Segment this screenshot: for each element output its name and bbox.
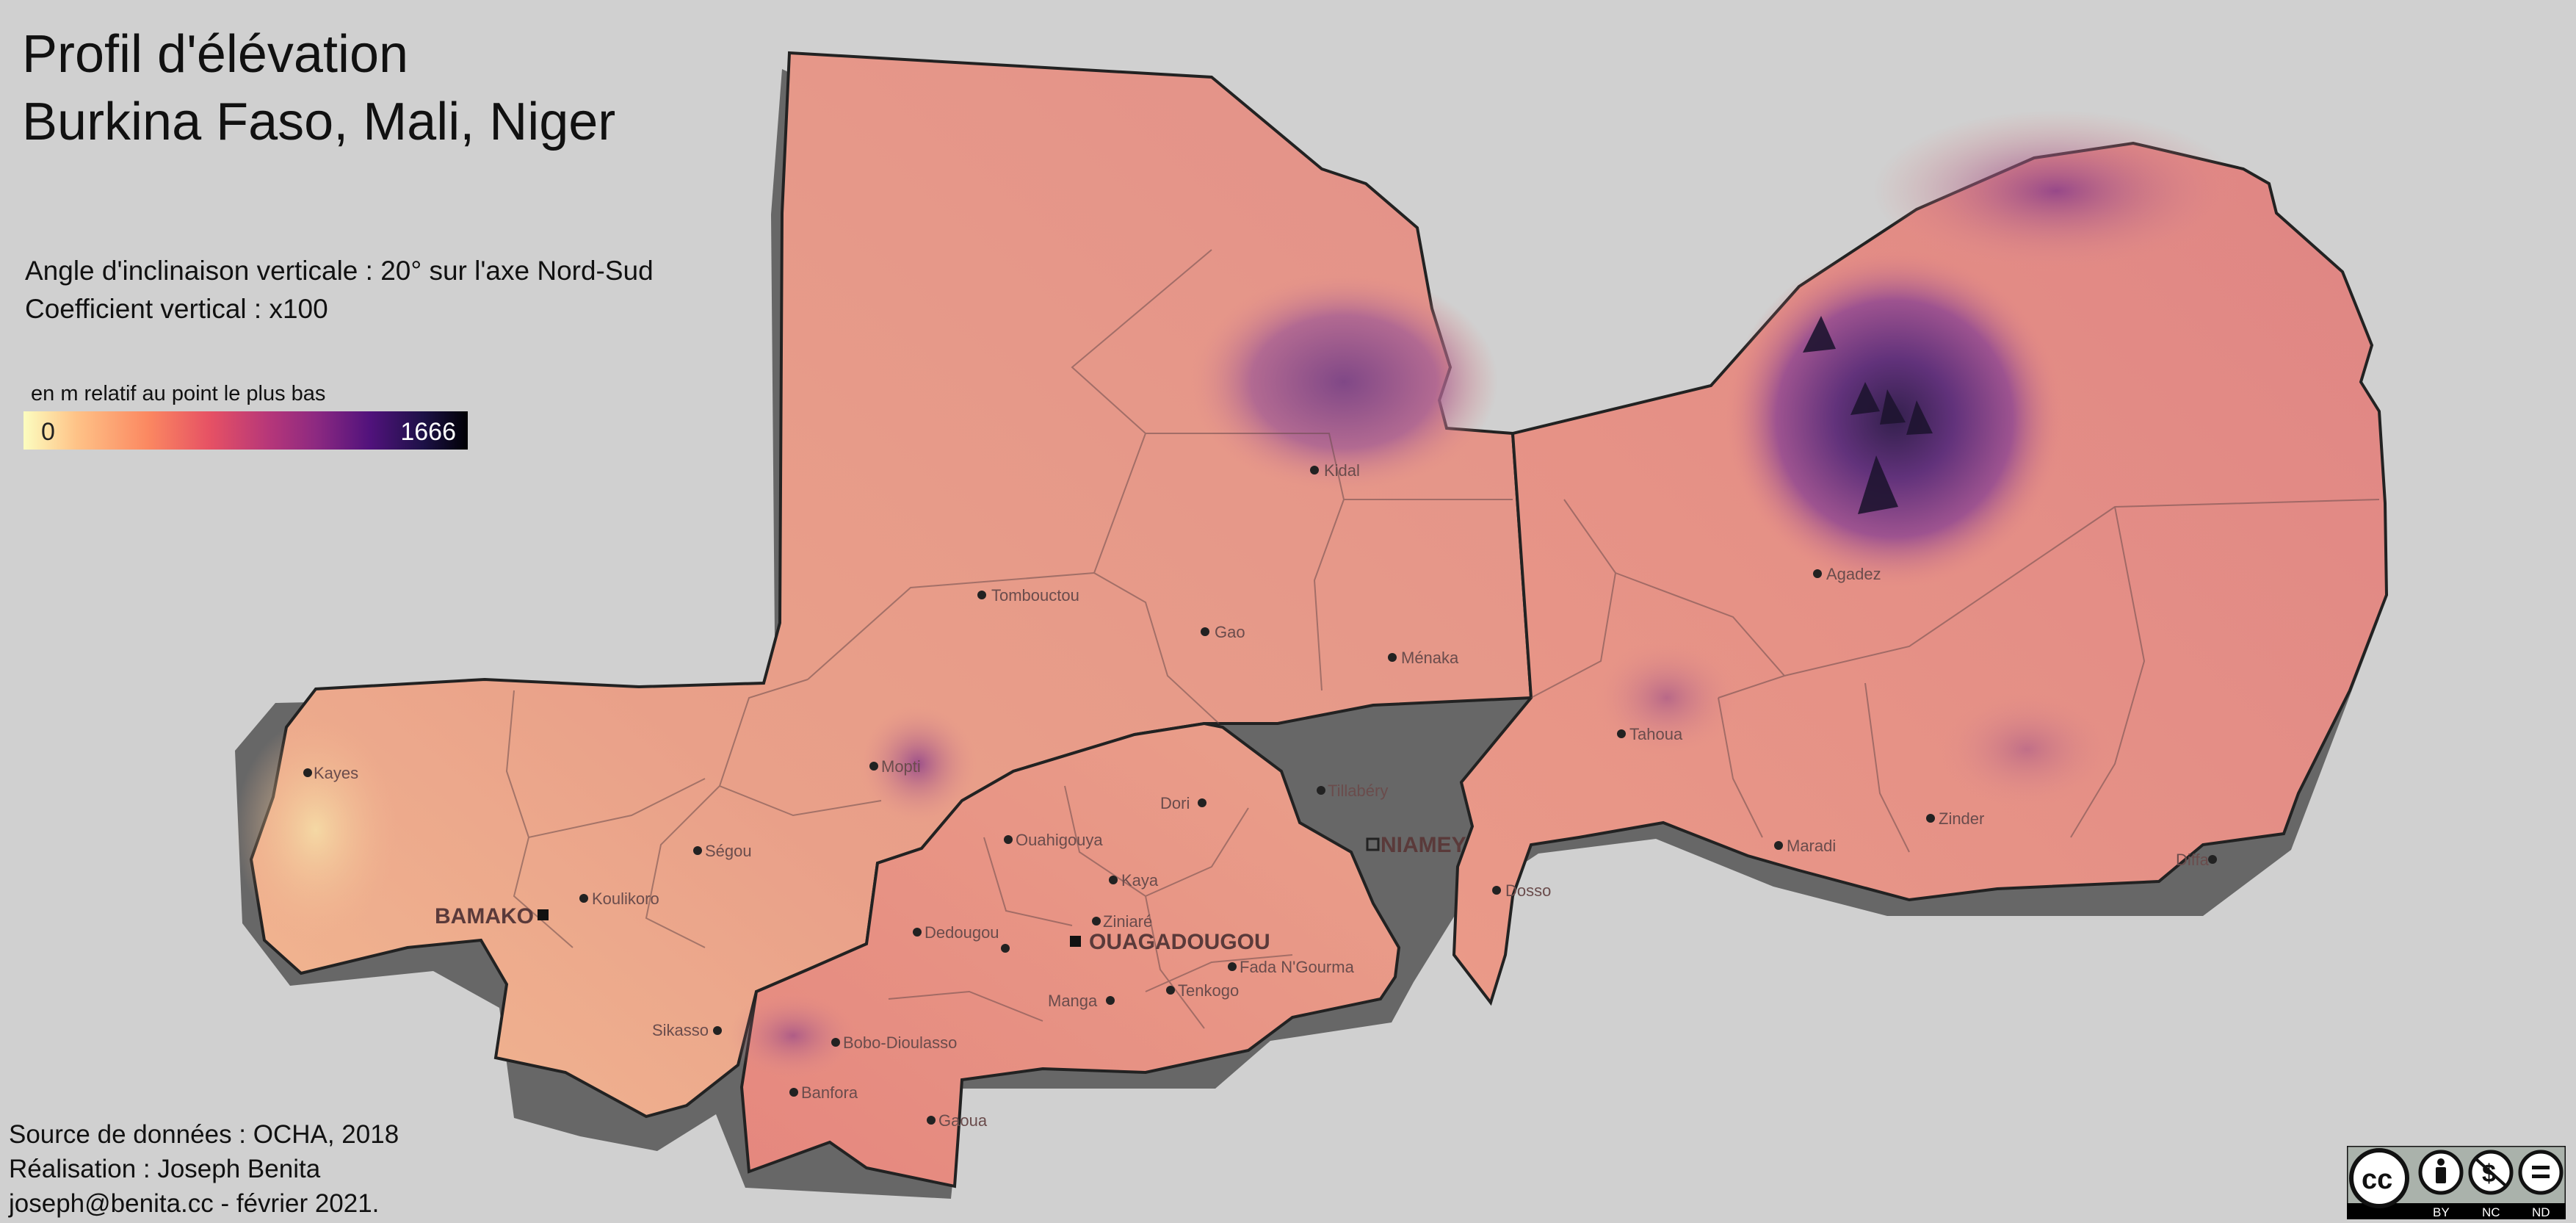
city-dosso: Dosso — [1505, 881, 1551, 900]
title-line-2: Burkina Faso, Mali, Niger — [22, 93, 616, 151]
city-kidal: Kidal — [1324, 461, 1360, 480]
city-agadez: Agadez — [1826, 565, 1881, 583]
city-ziniare: Ziniaré — [1103, 912, 1152, 931]
niamey-marker — [1366, 837, 1380, 851]
city-kayes: Kayes — [314, 764, 358, 782]
city-labels: Kidal Tombouctou Gao Ménaka Kayes Mopti … — [314, 461, 2210, 1130]
credits: Source de données : OCHA, 2018 Réalisati… — [9, 1117, 399, 1221]
city-menaka: Ménaka — [1401, 649, 1459, 667]
city-manga: Manga — [1048, 992, 1098, 1010]
nc-icon: $ — [2468, 1150, 2514, 1195]
bamako-marker — [538, 909, 549, 920]
city-bobo-dioulasso: Bobo-Dioulasso — [843, 1033, 957, 1052]
air-peaks — [1803, 316, 1933, 514]
city-dedougou: Dedougou — [925, 923, 999, 942]
contact-text: joseph@benita.cc - février 2021. — [9, 1189, 380, 1218]
city-maradi: Maradi — [1787, 837, 1836, 855]
region-borders — [505, 249, 2380, 1029]
ouagadougou-label: OUAGADOUGOU — [1089, 930, 1270, 954]
angle-text: Angle d'inclinaison verticale : 20° sur … — [25, 256, 654, 286]
city-markers — [303, 466, 2217, 1125]
bamako-label: BAMAKO — [435, 904, 534, 928]
legend-min: 0 — [41, 418, 55, 446]
city-segou: Ségou — [705, 842, 752, 860]
license-by: BY — [2433, 1205, 2450, 1219]
tahoua-relief — [1593, 639, 1740, 757]
city-fada-ngourma: Fada N'Gourma — [1240, 958, 1355, 976]
city-tahoua: Tahoua — [1629, 725, 1683, 743]
city-tillabery: Tillabéry — [1328, 782, 1388, 800]
capital-markers: BAMAKO NIAMEY OUAGADOUGOU — [435, 833, 1466, 954]
burkina-faso-territory — [739, 721, 1401, 1188]
coefficient-text: Coefficient vertical : x100 — [25, 294, 328, 324]
source-text: Source de données : OCHA, 2018 — [9, 1120, 399, 1149]
west-lowland-relief — [235, 720, 397, 940]
ouagadougou-marker — [1070, 936, 1081, 947]
city-tombouctou: Tombouctou — [991, 586, 1079, 605]
city-sikasso: Sikasso — [652, 1021, 709, 1039]
niamey-label: NIAMEY — [1381, 833, 1466, 857]
city-tenkodogo: Tenkogo — [1178, 981, 1239, 1000]
by-icon — [2418, 1150, 2464, 1195]
cc-icon: cc — [2349, 1148, 2409, 1208]
city-mopti: Mopti — [881, 757, 921, 776]
city-diffa: Diffa — [2176, 851, 2210, 869]
city-zinder: Zinder — [1939, 809, 1984, 828]
city-banfora: Banfora — [801, 1083, 858, 1102]
city-kaya: Kaya — [1121, 871, 1159, 890]
city-gaoua: Gaoua — [938, 1111, 988, 1130]
svg-text:cc: cc — [2362, 1164, 2392, 1195]
legend-max: 1666 — [400, 418, 456, 446]
legend-label: en m relatif au point le plus bas — [31, 382, 326, 405]
title-line-1: Profil d'élévation — [22, 25, 409, 84]
southwest-bf-relief — [727, 992, 859, 1080]
nd-icon — [2518, 1150, 2564, 1195]
map-title: Profil d'élévation Burkina Faso, Mali, N… — [22, 21, 615, 156]
adrar-ifoghas-relief — [1190, 272, 1498, 492]
cc-license-badge: cc $ BY NC ND — [2347, 1146, 2566, 1219]
parameters: Angle d'inclinaison verticale : 20° sur … — [25, 252, 654, 328]
license-nc: NC — [2482, 1205, 2500, 1219]
license-nd: ND — [2532, 1205, 2550, 1219]
bandiagara-relief — [859, 705, 977, 823]
author-text: Réalisation : Joseph Benita — [9, 1155, 321, 1183]
east-niger-relief — [1939, 690, 2115, 808]
city-gao: Gao — [1215, 623, 1245, 641]
city-ouahigouya: Ouahigouya — [1016, 831, 1103, 849]
city-dori: Dori — [1160, 794, 1190, 812]
legend-color-bar: 0 1666 — [23, 411, 468, 450]
northeast-niger-relief — [1873, 110, 2240, 272]
city-koulikoro: Koulikoro — [592, 890, 659, 908]
